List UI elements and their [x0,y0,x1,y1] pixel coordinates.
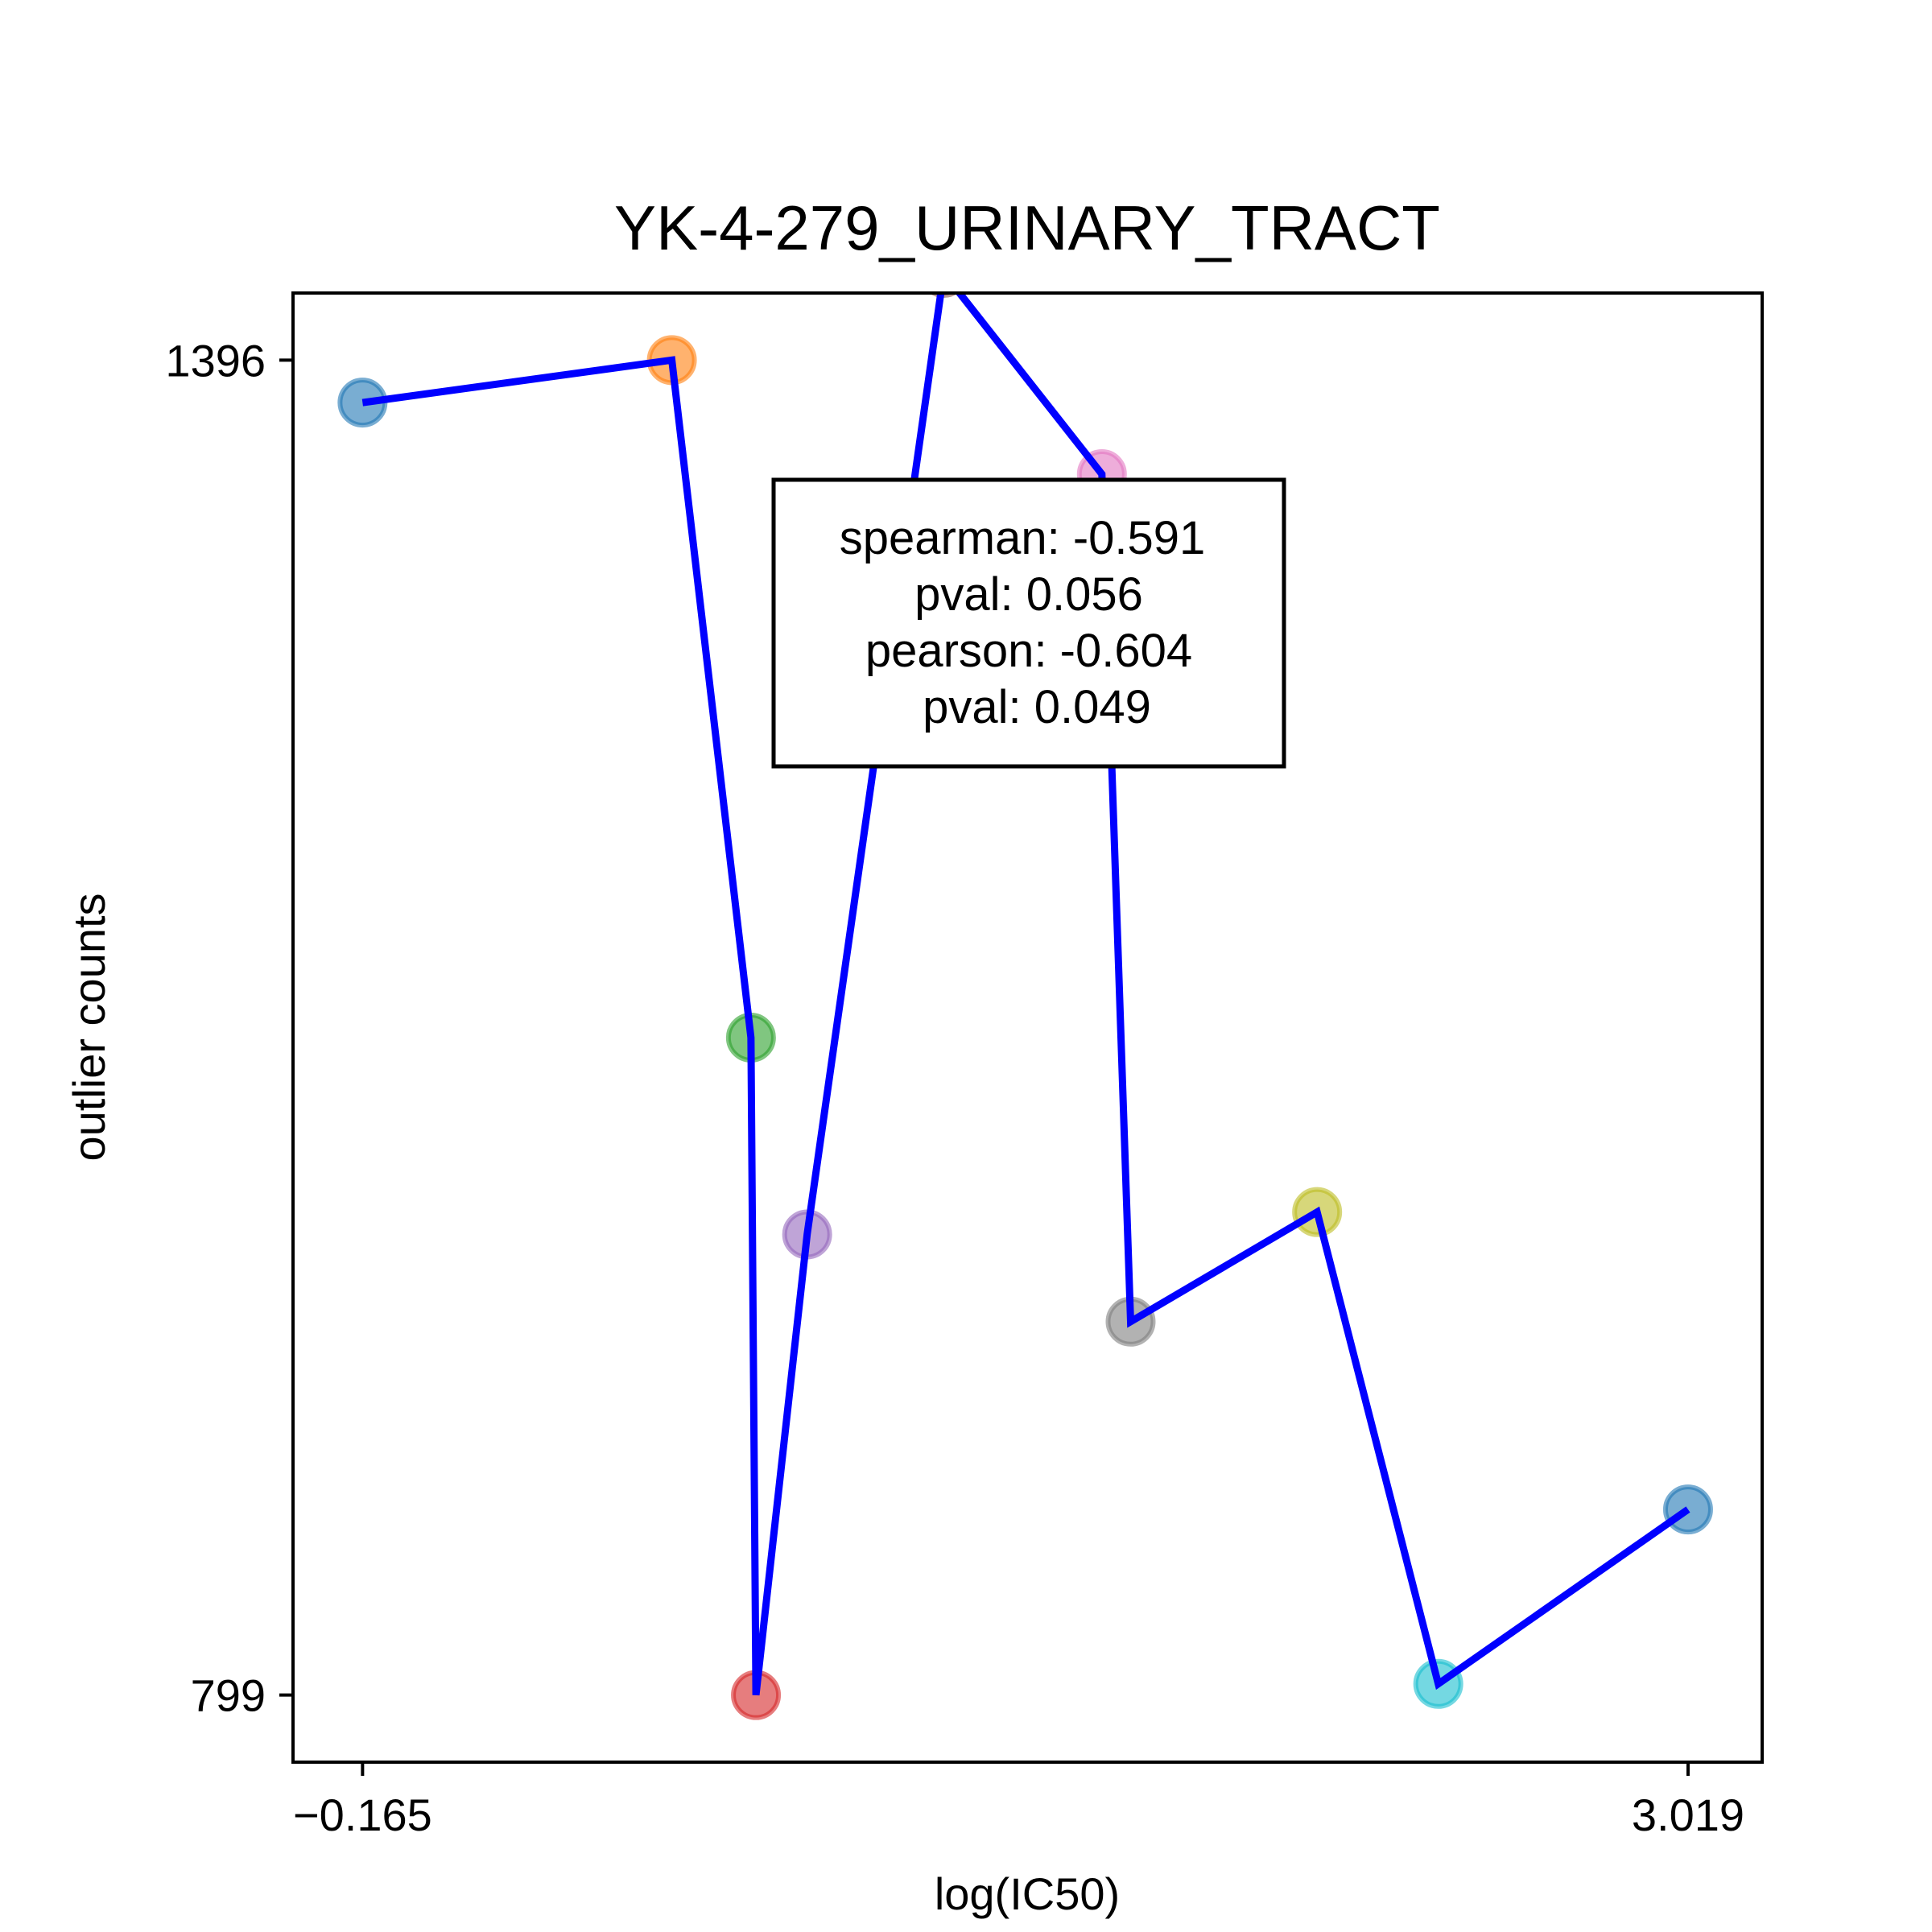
y-tick-label-2: 1396 [165,335,266,386]
y-tick-label-1: 799 [191,1670,266,1721]
stats-box: spearman: -0.591 pval: 0.056 pearson: -0… [771,477,1286,769]
series-line [361,293,1690,1696]
x-tick-label-2: 3.019 [1632,1790,1744,1840]
stats-line-spearman-pval: pval: 0.056 [914,568,1143,621]
y-axis-label: outlier counts [64,893,114,1161]
stats-line-spearman: spearman: -0.591 [840,512,1206,564]
stats-line-pearson: pearson: -0.604 [865,625,1192,677]
x-tick-label-1: −0.165 [293,1790,432,1840]
x-axis-label: log(IC50) [935,1868,1120,1919]
stats-box-frame [771,477,1286,769]
chart-title: YK-4-279_URINARY_TRACT [614,192,1440,263]
stats-line-pearson-pval: pval: 0.049 [923,681,1151,733]
plot-frame [291,291,1764,1764]
